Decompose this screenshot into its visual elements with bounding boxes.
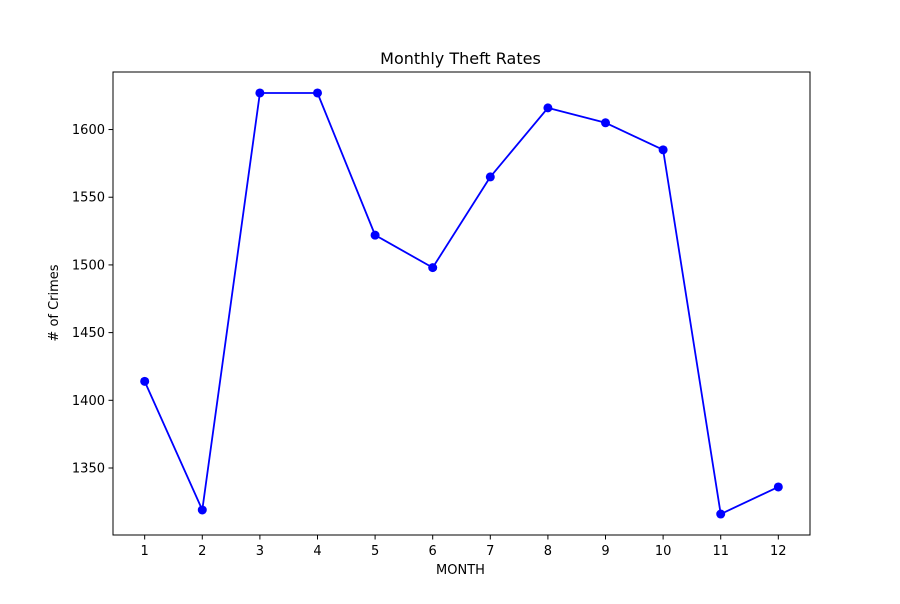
x-tick-label: 5 [371,544,379,559]
x-tick-label: 6 [429,544,437,559]
plot-area [112,71,811,536]
x-axis-label: MONTH [436,563,485,578]
y-tick-label: 1400 [72,394,105,409]
y-tick-label: 1550 [72,191,105,206]
data-point [370,230,380,240]
x-tick-label: 11 [712,544,729,559]
x-tick-label: 12 [770,544,787,559]
series-line [143,92,779,515]
y-axis: 1350 1400 1450 1500 1550 1600 [72,123,113,476]
data-point [140,376,150,386]
x-tick-label: 2 [198,544,206,559]
y-axis-label: # of Crimes [47,264,62,341]
data-point [197,505,207,515]
x-tick-label: 1 [141,544,149,559]
series-layer [140,88,783,519]
x-tick-label: 7 [486,544,494,559]
x-tick-label: 4 [313,544,321,559]
y-tick-label: 1600 [72,123,105,138]
data-point [773,482,783,492]
chart-title: Monthly Theft Rates [380,49,541,68]
data-point [255,88,265,98]
data-point [601,118,611,128]
data-point [312,88,322,98]
data-point [428,263,438,273]
data-point [658,145,668,155]
plot-frame [112,71,811,536]
x-tick-label: 8 [544,544,552,559]
y-tick-label: 1500 [72,258,105,273]
x-tick-label: 10 [655,544,672,559]
x-tick-label: 9 [601,544,609,559]
x-tick-label: 3 [256,544,264,559]
data-point [543,103,553,113]
data-point [716,509,726,519]
y-tick-label: 1450 [72,326,105,341]
x-axis: 1 2 3 4 5 6 7 8 9 10 11 12 [141,535,787,559]
y-tick-label: 1350 [72,461,105,476]
data-point [485,172,495,182]
